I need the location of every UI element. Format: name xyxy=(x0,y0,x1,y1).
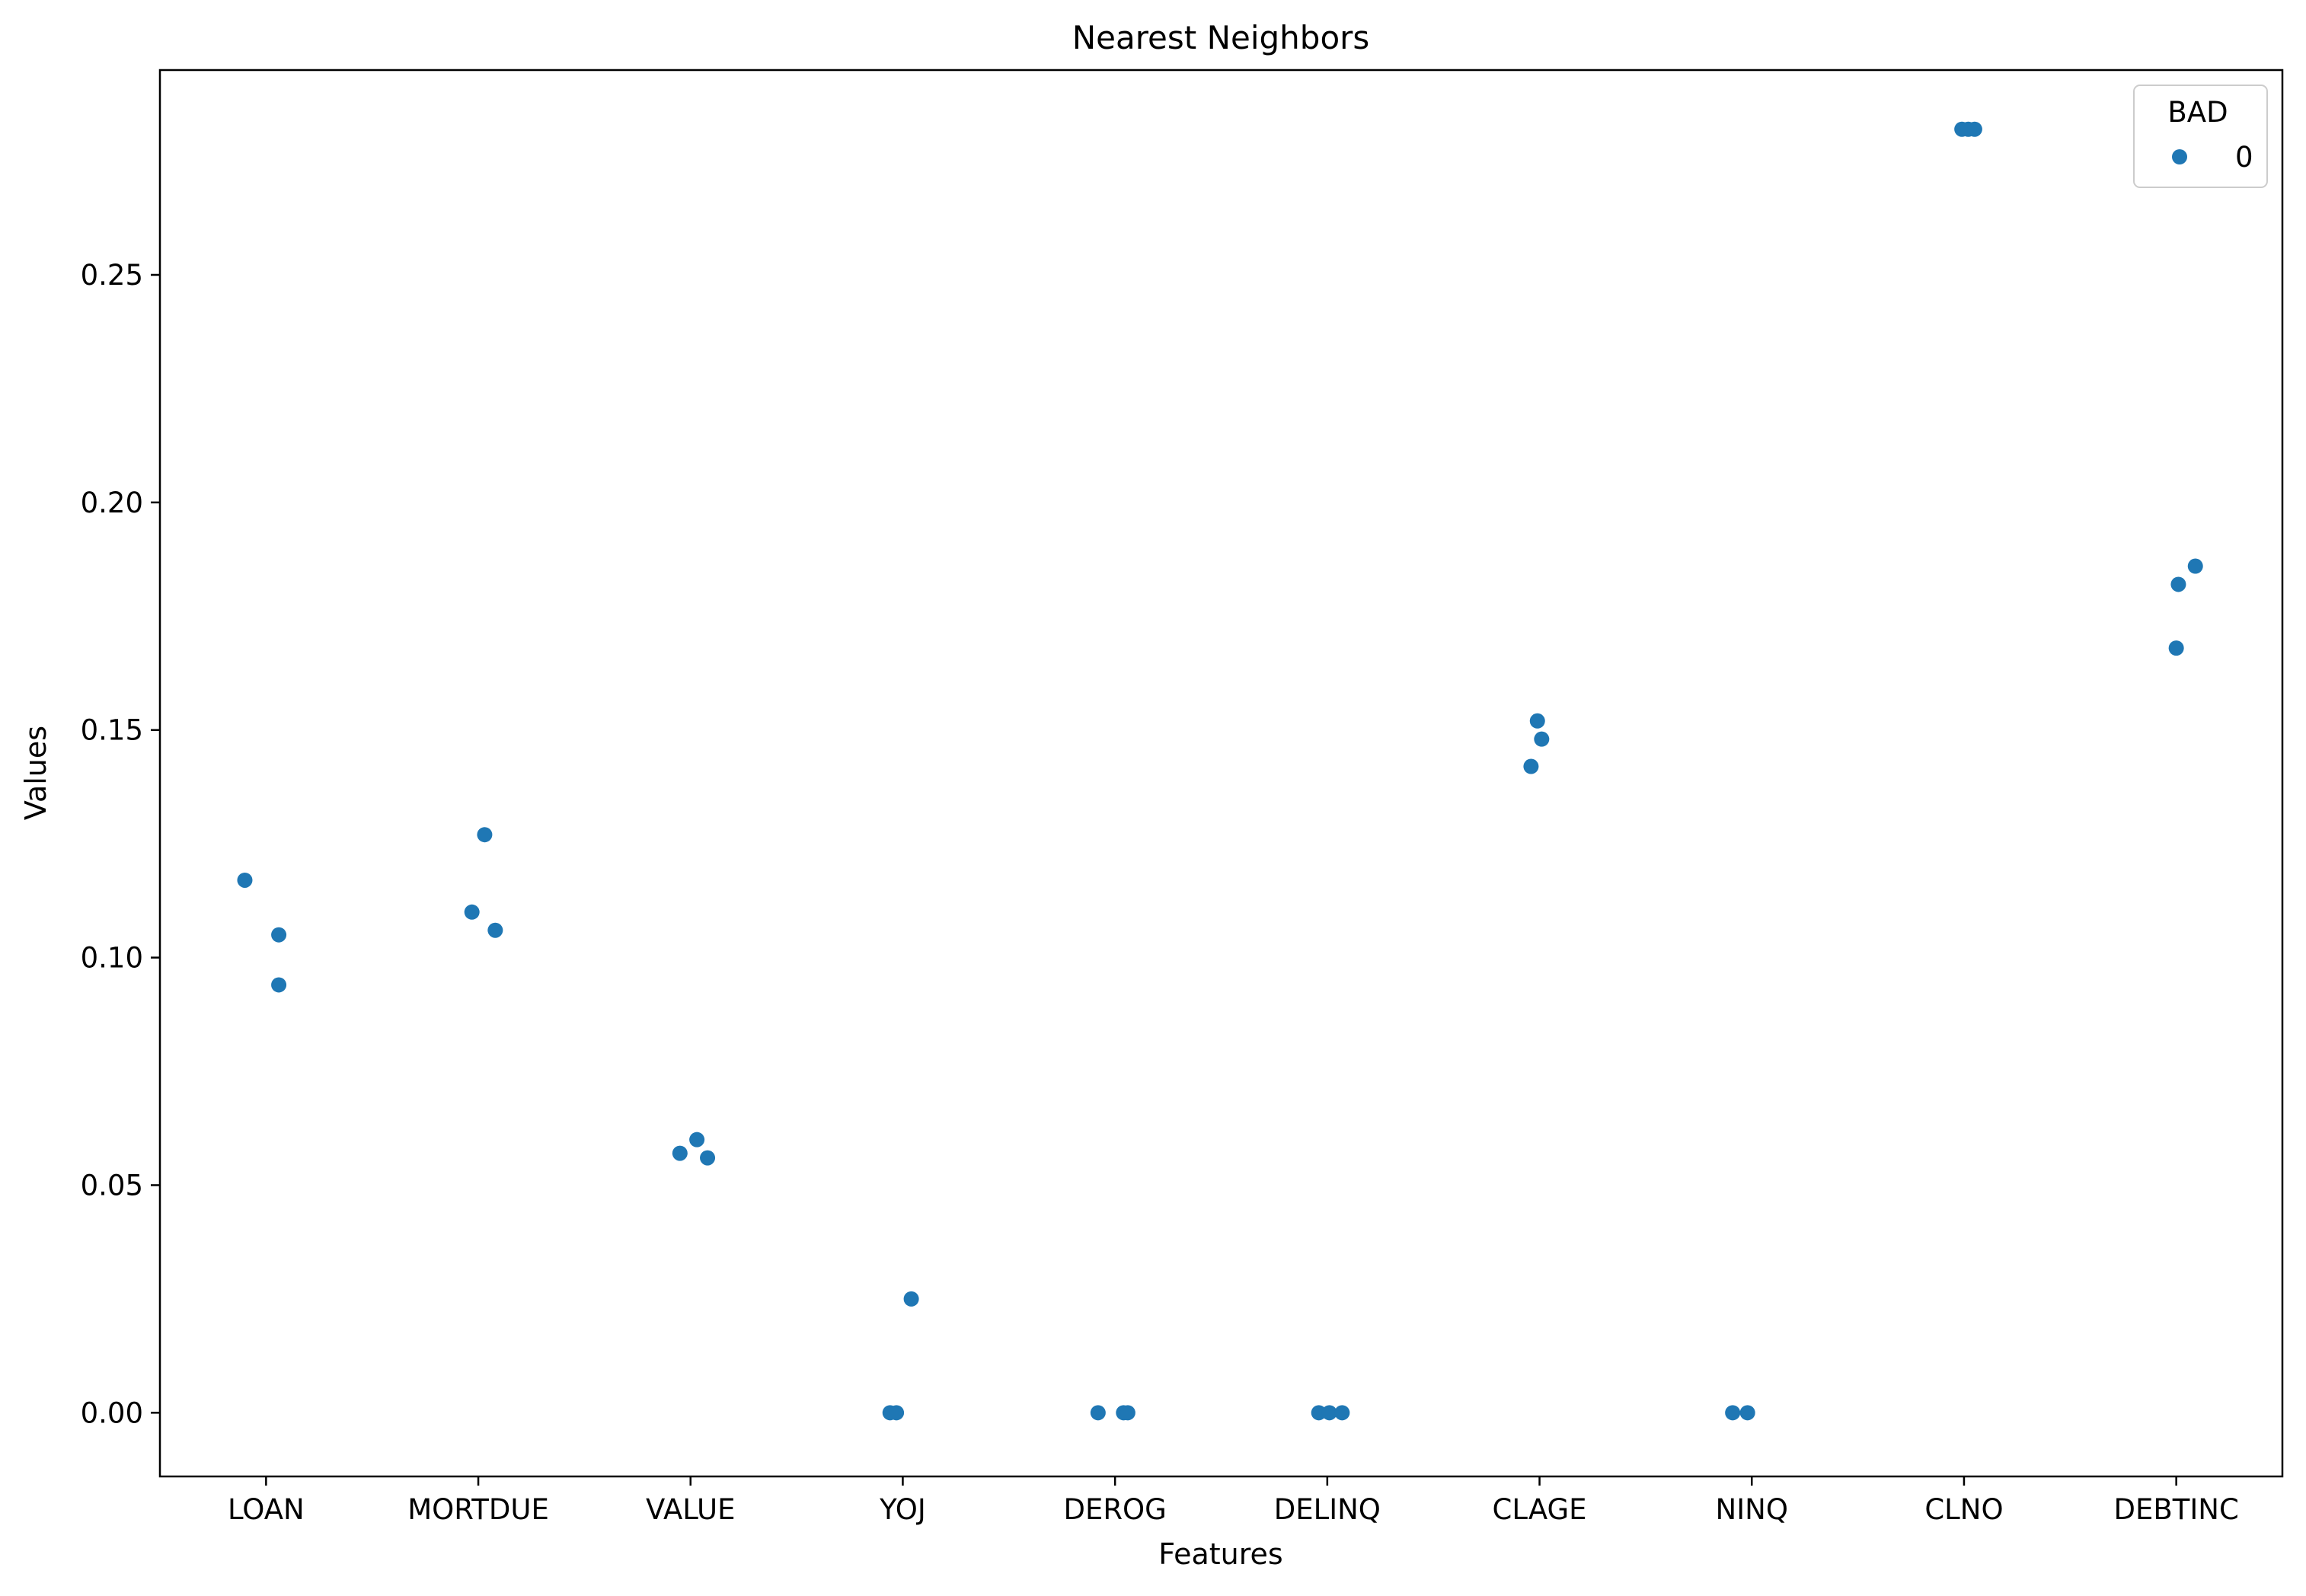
data-point xyxy=(2168,640,2184,656)
data-point xyxy=(271,977,287,993)
data-point xyxy=(889,1405,905,1421)
data-point xyxy=(487,922,503,938)
data-point xyxy=(1739,1405,1755,1421)
data-point xyxy=(1334,1405,1350,1421)
data-point xyxy=(1966,121,1982,137)
legend: BAD 0 xyxy=(2133,85,2268,188)
y-tick-label: 0.00 xyxy=(81,1396,143,1429)
data-point xyxy=(271,927,287,943)
x-tick-label: LOAN xyxy=(228,1493,305,1526)
x-tick-label: DELINQ xyxy=(1274,1493,1381,1526)
x-tick-label: DEROG xyxy=(1063,1493,1166,1526)
legend-marker xyxy=(2172,149,2187,164)
x-tick-label: CLAGE xyxy=(1493,1493,1587,1526)
data-point xyxy=(464,904,480,920)
data-point xyxy=(1529,713,1545,729)
data-point xyxy=(2187,558,2203,574)
x-tick-label: YOJ xyxy=(879,1493,926,1526)
data-point xyxy=(1534,731,1550,747)
y-tick-label: 0.05 xyxy=(81,1169,143,1202)
y-tick-label: 0.15 xyxy=(81,714,143,747)
y-tick-label: 0.25 xyxy=(81,259,143,292)
data-point xyxy=(237,872,253,888)
x-tick-label: MORTDUE xyxy=(407,1493,549,1526)
legend-title: BAD xyxy=(2167,96,2228,129)
data-point xyxy=(2170,576,2186,592)
data-point xyxy=(1311,1405,1327,1421)
x-axis-label: Features xyxy=(1158,1537,1282,1571)
x-tick-label: DEBTINC xyxy=(2114,1493,2239,1526)
data-point xyxy=(1523,758,1539,774)
y-tick-label: 0.20 xyxy=(81,487,143,519)
y-tick-label: 0.10 xyxy=(81,942,143,975)
legend-label: 0 xyxy=(2235,141,2253,174)
data-point xyxy=(903,1291,919,1307)
data-point xyxy=(689,1132,705,1148)
data-point xyxy=(1321,1405,1337,1421)
data-point xyxy=(1090,1405,1106,1421)
y-axis-label: Values xyxy=(19,726,53,820)
chart-title: Nearest Neighbors xyxy=(1072,19,1370,56)
data-point xyxy=(700,1150,716,1166)
data-point xyxy=(1119,1405,1135,1421)
x-tick-label: NINQ xyxy=(1716,1493,1788,1526)
data-point xyxy=(672,1145,688,1161)
x-tick-label: CLNO xyxy=(1924,1493,2003,1526)
data-point xyxy=(477,827,493,843)
x-tick-label: VALUE xyxy=(646,1493,736,1526)
plot-area-frame xyxy=(158,69,2284,1478)
legend-box xyxy=(2133,85,2268,188)
data-point xyxy=(1725,1405,1741,1421)
